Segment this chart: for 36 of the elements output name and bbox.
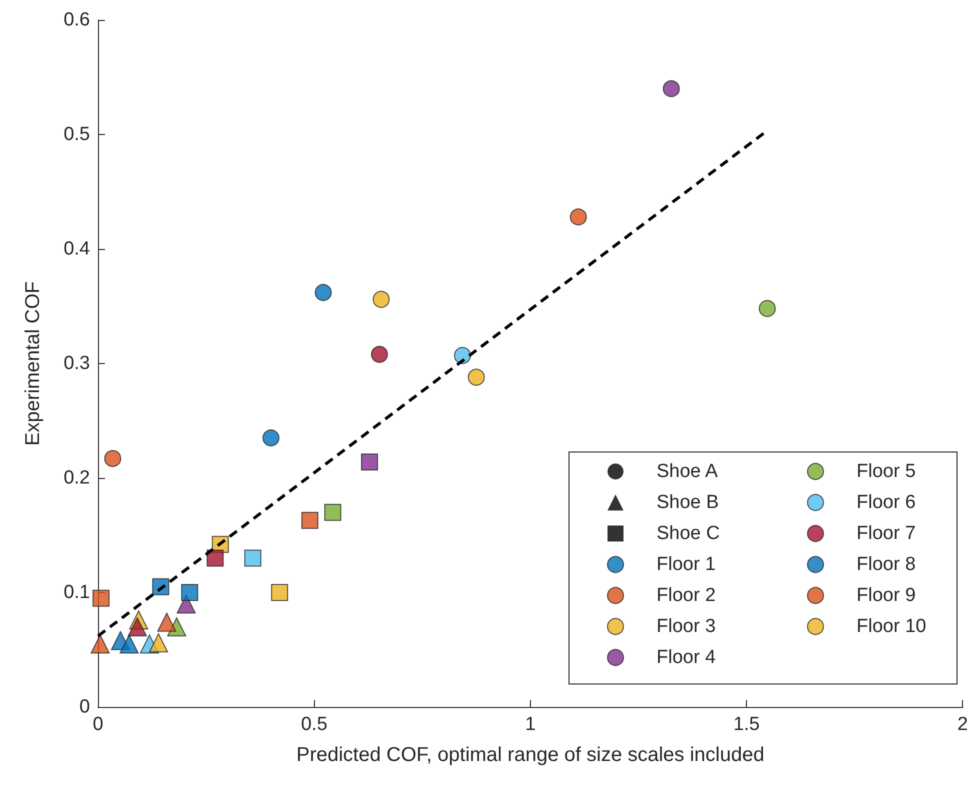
point xyxy=(314,284,332,302)
y-tick-label: 0.6 xyxy=(64,10,90,30)
legend-label: Floor 4 xyxy=(656,647,716,668)
point xyxy=(662,80,680,98)
point xyxy=(468,368,485,386)
legend-label: Shoe A xyxy=(656,461,718,482)
point xyxy=(262,429,280,446)
legend-label: Floor 3 xyxy=(656,616,716,637)
legend-label: Floor 5 xyxy=(856,461,916,482)
legend-label: Floor 1 xyxy=(656,554,716,575)
point xyxy=(104,450,122,468)
legend-label: Floor 9 xyxy=(856,585,916,606)
point xyxy=(370,346,388,363)
x-tick-label: 0 xyxy=(92,714,104,735)
x-tick-label: 1 xyxy=(525,714,536,735)
y-tick-label: 0.4 xyxy=(64,238,90,260)
legend-label: Floor 8 xyxy=(856,554,916,575)
y-tick-label: 0.5 xyxy=(64,124,90,145)
point xyxy=(758,300,776,318)
point xyxy=(570,208,587,226)
x-tick-label: 2 xyxy=(957,714,968,735)
x-axis-title: Predicted COF, optimal range of size scales included xyxy=(296,744,764,766)
legend-label: Floor 2 xyxy=(656,585,716,606)
y-axis-title: Experimental COF xyxy=(22,281,44,446)
y-tick-label: 0.1 xyxy=(64,582,90,603)
legend-label: Floor 6 xyxy=(856,492,916,513)
y-tick-label: 0.2 xyxy=(64,468,90,488)
legend-label: Floor 10 xyxy=(856,616,926,637)
legend-label: Floor 7 xyxy=(856,523,916,544)
y-tick-label: 0.3 xyxy=(64,353,90,374)
legend-label: Shoe C xyxy=(656,523,720,544)
point xyxy=(372,290,390,308)
x-tick-label: 0.5 xyxy=(300,714,328,735)
y-tick-label: 0 xyxy=(79,696,90,718)
x-tick-label: 1.5 xyxy=(733,714,760,735)
legend-label: Shoe B xyxy=(656,492,719,513)
